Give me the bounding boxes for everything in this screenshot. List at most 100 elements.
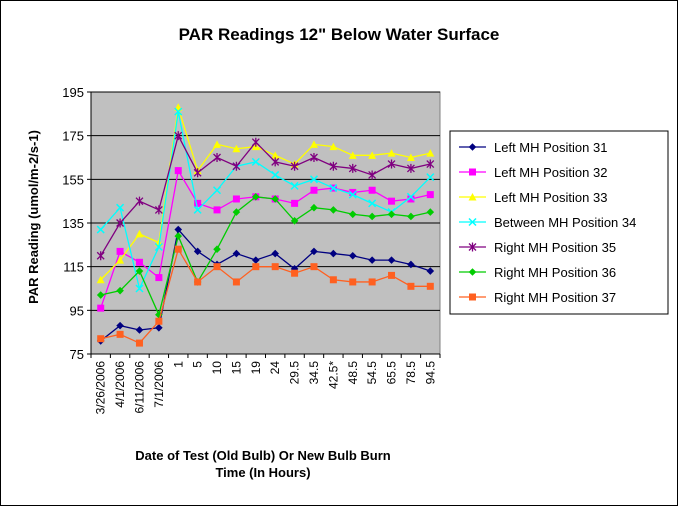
data-point — [96, 251, 105, 261]
data-point — [426, 282, 434, 290]
data-point — [251, 137, 260, 147]
data-point — [97, 304, 105, 312]
data-point — [212, 186, 222, 195]
data-point — [310, 247, 318, 256]
y-axis-label: PAR Reading (umol/m-2/s-1) — [26, 130, 41, 304]
data-point — [194, 278, 202, 286]
data-point — [116, 256, 125, 264]
data-point — [329, 276, 337, 284]
data-point — [368, 278, 376, 286]
data-point — [329, 161, 338, 171]
x-tick-label: 10 — [210, 361, 224, 375]
legend-marker — [469, 293, 476, 301]
data-point — [387, 159, 396, 169]
data-point — [193, 247, 202, 256]
legend-entry: Right MH Position 35 — [459, 240, 616, 255]
data-point — [368, 151, 377, 159]
data-point — [174, 232, 183, 240]
data-point — [213, 153, 221, 162]
data-point — [116, 286, 124, 295]
data-point — [426, 159, 435, 169]
x-tick-label: 54.5 — [365, 361, 379, 385]
data-point — [407, 260, 415, 269]
data-point — [388, 271, 396, 279]
data-point — [426, 267, 435, 275]
data-point — [252, 193, 260, 201]
data-point — [310, 203, 318, 212]
legend-label: Right MH Position 35 — [494, 240, 616, 255]
data-point — [232, 195, 240, 203]
data-point — [426, 149, 435, 157]
data-point — [135, 229, 144, 238]
x-tick-label: 15 — [229, 361, 243, 375]
x-tick-label: 3/26/2006 — [94, 361, 108, 415]
data-point — [116, 321, 124, 330]
data-point — [135, 339, 143, 347]
data-point — [348, 163, 357, 173]
legend: Left MH Position 31 Left MH Position 32 Le… — [449, 130, 669, 315]
data-point — [368, 186, 376, 194]
data-point — [135, 267, 144, 275]
data-point — [406, 192, 415, 201]
data-point — [135, 326, 144, 334]
data-point — [232, 208, 241, 216]
data-point — [193, 205, 202, 214]
data-point — [96, 275, 105, 284]
legend-box — [449, 130, 669, 315]
data-point — [213, 245, 221, 253]
chart-title: PAR Readings 12" Below Water Surface — [179, 25, 500, 44]
data-point — [290, 161, 299, 171]
x-tick-label: 48.5 — [346, 361, 360, 385]
data-point — [309, 175, 319, 184]
x-tick-label: 29.5 — [288, 361, 302, 385]
x-tick-label: 5 — [191, 361, 205, 368]
x-tick-label: 19 — [249, 361, 263, 375]
data-point — [406, 153, 415, 161]
data-point — [348, 210, 357, 219]
data-point — [329, 184, 338, 193]
data-point — [96, 291, 105, 299]
legend-marker — [468, 268, 477, 276]
data-point — [387, 149, 396, 157]
data-point — [155, 324, 163, 332]
data-point — [310, 186, 318, 194]
data-point — [407, 212, 415, 221]
data-point — [291, 199, 299, 207]
data-point — [154, 242, 163, 252]
data-point — [309, 140, 318, 148]
series-7 — [97, 245, 434, 347]
legend-label: Right MH Position 37 — [494, 290, 616, 305]
y-tick-label: 175 — [62, 129, 84, 144]
data-point — [213, 140, 222, 148]
data-point — [387, 256, 396, 264]
x-tick-label: 7/1/2006 — [152, 361, 166, 408]
y-tick-label: 115 — [63, 260, 84, 275]
x-tick-label: 4/1/2006 — [113, 361, 127, 408]
data-point — [251, 157, 260, 166]
legend-marker — [468, 217, 477, 227]
data-point — [96, 225, 105, 234]
legend-entry: Right MH Position 36 — [459, 265, 616, 280]
data-point — [387, 210, 396, 219]
series-1 — [96, 225, 435, 345]
y-tick-label: 135 — [62, 216, 84, 231]
data-point — [349, 278, 357, 286]
data-point — [232, 144, 241, 153]
legend-entry: Right MH Position 37 — [459, 290, 616, 305]
data-point — [155, 274, 163, 282]
data-point — [232, 278, 240, 286]
x-axis-label-line-2: Time (In Hours) — [215, 465, 310, 480]
x-axis-label-line-1: Date of Test (Old Bulb) Or New Bulb Burn — [135, 448, 390, 463]
legend-label: Right MH Position 36 — [494, 265, 616, 280]
data-point — [135, 196, 144, 206]
series-line — [100, 111, 431, 291]
data-point — [271, 157, 280, 167]
data-point — [135, 258, 143, 266]
data-point — [426, 191, 434, 199]
data-point — [232, 249, 241, 258]
data-point — [213, 206, 221, 214]
data-point — [271, 195, 279, 203]
legend-marker — [468, 143, 477, 151]
data-point — [349, 188, 357, 196]
